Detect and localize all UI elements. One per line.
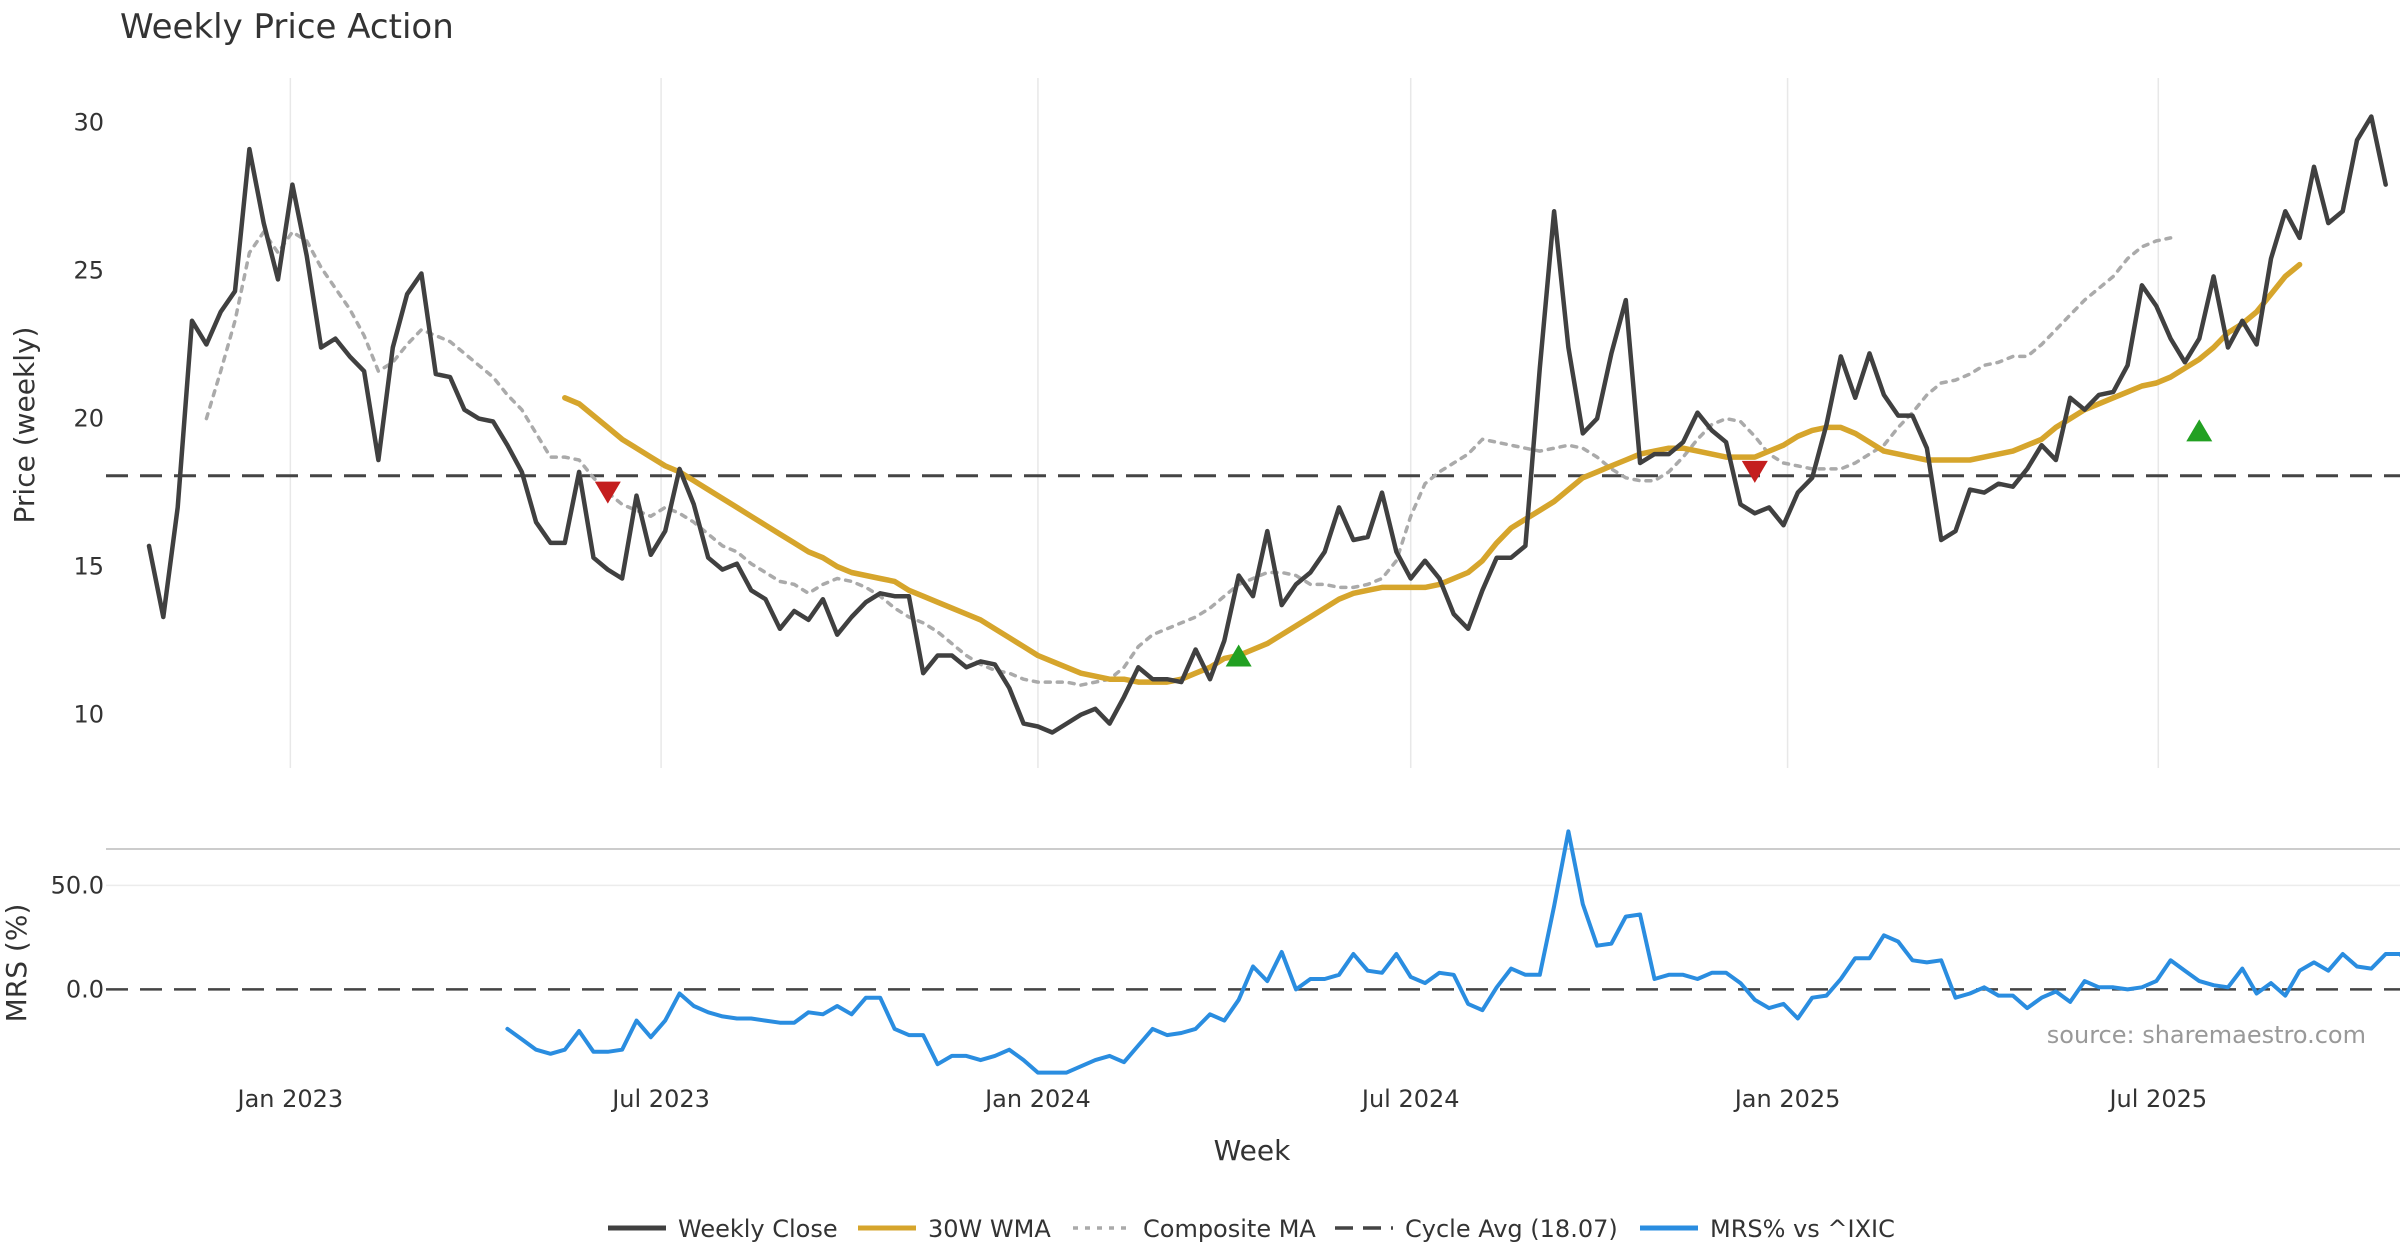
y-tick-label-mrs: 50.0 — [51, 871, 104, 899]
legend-item-weekly-close[interactable]: Weekly Close — [608, 1215, 838, 1243]
x-tick-label: Jul 2024 — [1360, 1085, 1460, 1113]
composite-ma-line — [204, 230, 2173, 687]
sell-signal-marker — [1741, 460, 1768, 483]
x-tick-label: Jul 2025 — [2107, 1085, 2207, 1113]
series-layer — [106, 114, 2400, 1075]
legend: Weekly Close 30W WMA Composite MA Cycle … — [608, 1215, 1895, 1243]
y-tick-label-price: 25 — [73, 256, 104, 284]
y-tick-label-price: 15 — [73, 553, 104, 581]
y-tick-label-price: 20 — [73, 405, 104, 433]
mrs-line — [505, 829, 2400, 1075]
x-tick-label: Jan 2025 — [1733, 1085, 1841, 1113]
buy-signal-marker — [2186, 419, 2213, 442]
x-tick-label: Jul 2023 — [610, 1085, 710, 1113]
y-axis-label-mrs: MRS (%) — [0, 904, 33, 1023]
sell-signal-marker — [594, 481, 621, 504]
buy-signal-marker — [1225, 644, 1252, 667]
source-label: source: sharemaestro.com — [2047, 1021, 2366, 1049]
y-tick-label-price: 30 — [73, 108, 104, 136]
wma-30w-line — [562, 261, 2303, 685]
legend-item-cycle-avg[interactable]: Cycle Avg (18.07) — [1335, 1215, 1618, 1243]
legend-label-weekly-close: Weekly Close — [678, 1215, 838, 1243]
legend-label-cycle-avg: Cycle Avg (18.07) — [1405, 1215, 1618, 1243]
legend-label-mrs: MRS% vs ^IXIC — [1710, 1215, 1895, 1243]
legend-label-30w-wma: 30W WMA — [928, 1215, 1051, 1243]
y-axis-label-price: Price (weekly) — [8, 327, 41, 524]
x-axis-label: Week — [1214, 1134, 1291, 1167]
legend-item-30w-wma[interactable]: 30W WMA — [858, 1215, 1051, 1243]
gridlines — [106, 78, 2400, 887]
x-tick-label: Jan 2024 — [983, 1085, 1091, 1113]
legend-label-composite-ma: Composite MA — [1143, 1215, 1316, 1243]
x-tick-label: Jan 2023 — [235, 1085, 343, 1113]
legend-item-mrs[interactable]: MRS% vs ^IXIC — [1640, 1215, 1895, 1243]
weekly-close-line — [146, 114, 2388, 735]
y-tick-label-price: 10 — [73, 701, 104, 729]
chart-title: Weekly Price Action — [120, 7, 454, 47]
legend-item-composite-ma[interactable]: Composite MA — [1073, 1215, 1316, 1243]
y-tick-label-mrs: 0.0 — [66, 975, 104, 1003]
